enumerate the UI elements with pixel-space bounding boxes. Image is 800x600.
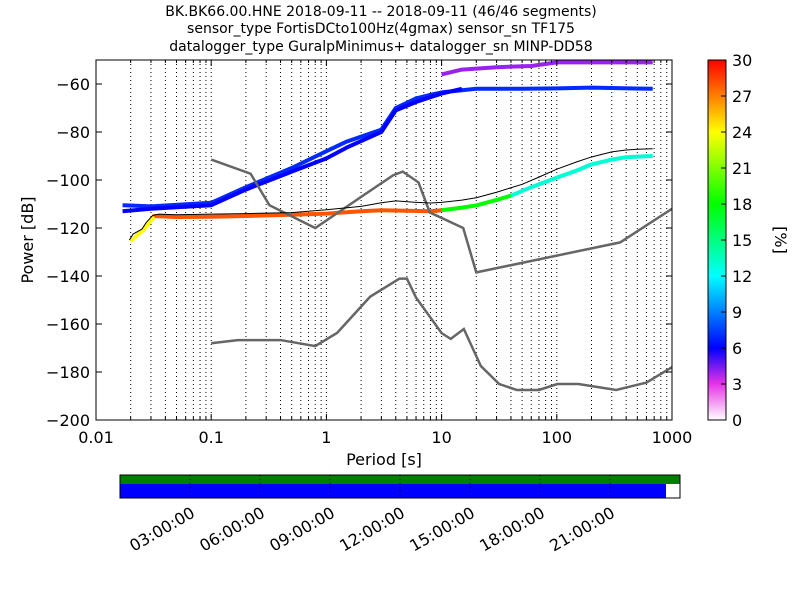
colorbar-tick-label: 3 (732, 375, 742, 394)
x-tick-label: 10 (431, 428, 451, 447)
y-tick-label: −80 (56, 123, 90, 142)
noise-model-low (211, 277, 672, 392)
y-tick-label: −140 (46, 267, 90, 286)
title-line-2: sensor_type FortisDCto100Hz(4gmax) senso… (187, 21, 575, 37)
x-axis-label: Period [s] (346, 450, 422, 469)
psd-band (510, 154, 653, 198)
timeline-label: 15:00:00 (406, 503, 478, 555)
noise-model-high (210, 158, 672, 274)
timeline-label: 03:00:00 (126, 503, 198, 555)
x-tick-label: 100 (542, 428, 573, 447)
timeline-label: 12:00:00 (336, 503, 408, 555)
colorbar-tick-label: 6 (732, 339, 742, 358)
y-tick-label: −160 (46, 315, 90, 334)
colorbar-tick-label: 15 (732, 231, 752, 250)
y-tick-label: −60 (56, 75, 90, 94)
y-tick-label: −100 (46, 171, 90, 190)
colorbar-tick-label: 9 (732, 303, 742, 322)
x-tick-label: 1 (321, 428, 331, 447)
colorbar-tick-label: 21 (732, 159, 752, 178)
timeline-label: 18:00:00 (476, 503, 548, 555)
colorbar: 0 3 6 9 12 15 18 21 24 27 30 [%] (707, 51, 790, 430)
x-tick-label: 1000 (652, 428, 693, 447)
x-axis-ticks: 0.01 0.1 1 10 100 1000 (78, 60, 692, 447)
colorbar-tick-label: 30 (732, 51, 752, 70)
x-tick-label: 0.01 (78, 428, 114, 447)
colorbar-tick-label: 27 (732, 87, 752, 106)
colorbar-tick-label: 12 (732, 267, 752, 286)
plot-frame (95, 59, 673, 421)
psd-band (122, 86, 463, 214)
colorbar-tick-label: 24 (732, 123, 752, 142)
colorbar-label: [%] (771, 226, 790, 254)
psd-band (441, 60, 653, 77)
ppsd-data (122, 60, 672, 392)
y-axis-label: Power [dB] (18, 196, 37, 283)
mean-psd-line (128, 148, 653, 241)
y-tick-label: −200 (46, 411, 90, 430)
y-axis-ticks: −200 −180 −160 −140 −120 −100 −80 −60 (46, 75, 672, 430)
title-line-1: BK.BK66.00.HNE 2018-09-11 -- 2018-09-11 … (165, 4, 596, 20)
psd-band (129, 215, 156, 243)
chart-title: BK.BK66.00.HNE 2018-09-11 -- 2018-09-11 … (165, 4, 596, 55)
timeline-label: 06:00:00 (196, 503, 268, 555)
psd-band (122, 85, 653, 209)
psd-band (441, 193, 512, 213)
y-tick-label: −180 (46, 363, 90, 382)
colorbar-ticks: 0 3 6 9 12 15 18 21 24 27 30 (721, 51, 752, 430)
title-line-3: datalogger_type GuralpMinimus+ datalogge… (169, 39, 592, 55)
timeline-label: 09:00:00 (266, 503, 338, 555)
data-coverage-bar (120, 484, 666, 498)
psd-band (152, 208, 442, 219)
x-tick-label: 0.1 (198, 428, 223, 447)
data-availability-timeline: 03:00:0006:00:0009:00:0012:00:0015:00:00… (119, 474, 681, 555)
y-tick-label: −120 (46, 219, 90, 238)
grid-lines (95, 60, 668, 420)
colorbar-tick-label: 18 (732, 195, 752, 214)
colorbar-tick-label: 0 (732, 411, 742, 430)
timeline-label: 21:00:00 (546, 503, 618, 555)
